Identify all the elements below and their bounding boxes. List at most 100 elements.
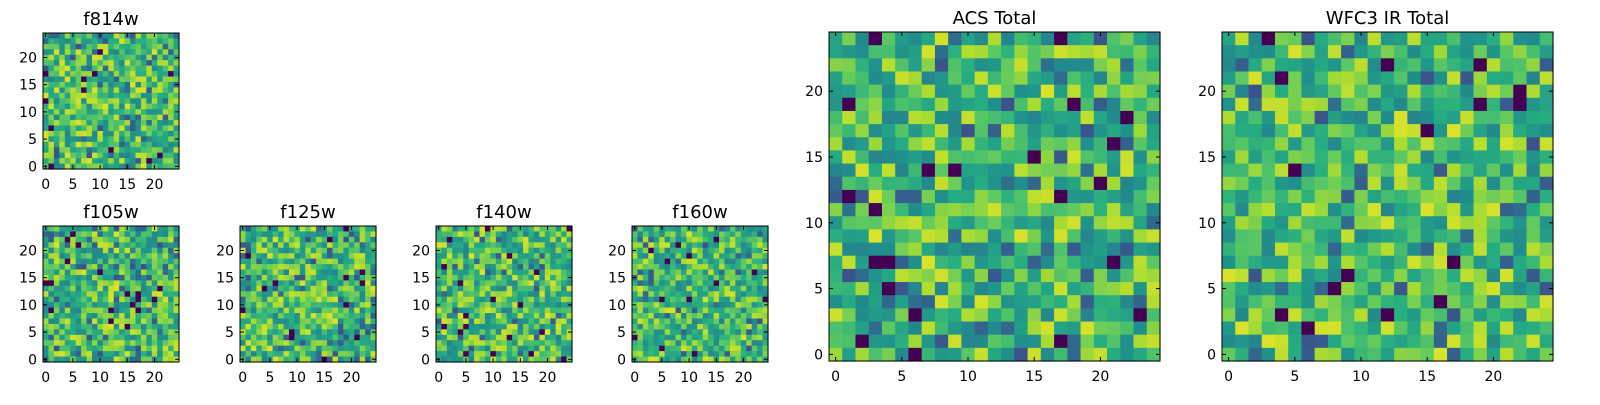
heatmap-cell (1001, 150, 1015, 165)
heatmap-cell (1314, 203, 1329, 217)
heatmap-cell (370, 340, 377, 347)
heatmap-cell (140, 114, 147, 121)
heatmap-cell (1367, 321, 1382, 336)
heatmap-cell (632, 253, 639, 260)
heatmap-cell (948, 216, 962, 230)
heatmap-cell (305, 318, 312, 325)
heatmap-cell (310, 264, 317, 271)
heatmap-cell (1407, 71, 1422, 86)
heatmap-cell (108, 60, 115, 67)
heatmap-cell (550, 291, 557, 298)
heatmap-cell (501, 253, 508, 260)
heatmap-cell (974, 216, 989, 230)
heatmap-cell (719, 226, 726, 233)
heatmap-cell (702, 226, 709, 233)
heatmap-cell (245, 340, 252, 347)
heatmap-cell (135, 38, 142, 45)
heatmap-cell (1014, 229, 1029, 244)
heatmap-cell (157, 43, 164, 50)
heatmap-cell (740, 236, 747, 243)
heatmap-cell (168, 49, 175, 56)
heatmap-cell (140, 258, 147, 265)
heatmap-cell (1394, 242, 1408, 257)
heatmap-cell (501, 329, 508, 336)
heatmap-cell (670, 340, 677, 347)
heatmap-cell (119, 109, 126, 116)
heatmap-cell (135, 307, 142, 314)
heatmap-cell (659, 236, 666, 243)
heatmap-cell (948, 110, 962, 125)
heatmap-cell (245, 356, 252, 363)
heatmap-cell (517, 242, 524, 249)
heatmap-cell (272, 302, 279, 309)
heatmap-cell (746, 242, 753, 249)
heatmap-cell (348, 307, 355, 314)
heatmap-cell (1014, 110, 1029, 125)
heatmap-cell (53, 313, 60, 320)
heatmap-cell (561, 296, 568, 303)
heatmap-cell (1054, 71, 1068, 86)
heatmap-cell (1473, 176, 1488, 191)
heatmap-cell (365, 334, 372, 341)
heatmap-cell (1014, 84, 1029, 99)
heatmap-cell (53, 329, 60, 336)
heatmap-cell (868, 295, 883, 309)
heatmap-cell (1027, 189, 1042, 204)
heatmap-cell (1539, 321, 1554, 336)
heatmap-cell (113, 114, 120, 121)
heatmap-cell (1407, 203, 1422, 217)
heatmap-cell (272, 318, 279, 325)
heatmap-cell (495, 356, 502, 363)
heatmap-cell (113, 356, 120, 363)
panel-title: f814w (83, 9, 138, 30)
heatmap-cell (162, 253, 169, 260)
heatmap-cell (108, 231, 115, 238)
heatmap-cell (495, 318, 502, 325)
heatmap-cell (108, 236, 115, 243)
heatmap-cell (697, 307, 704, 314)
heatmap-cell (1314, 163, 1329, 178)
heatmap-cell (1341, 137, 1355, 152)
heatmap-cell (648, 285, 655, 292)
heatmap-cell (1288, 137, 1303, 152)
heatmap-cell (757, 296, 764, 303)
heatmap-cell (332, 334, 339, 341)
heatmap-cell (474, 329, 481, 336)
heatmap-cell (555, 258, 562, 265)
heatmap-cell (108, 43, 115, 50)
heatmap-cell (479, 258, 486, 265)
heatmap-cell (539, 345, 546, 352)
heatmap-cell (108, 318, 115, 325)
heatmap-cell (506, 313, 513, 320)
heatmap-cell (495, 345, 502, 352)
heatmap-cell (495, 285, 502, 292)
heatmap-cell (533, 226, 540, 233)
heatmap-cell (75, 114, 82, 121)
heatmap-cell (1460, 163, 1475, 178)
heatmap-cell (740, 340, 747, 347)
heatmap-cell (283, 313, 290, 320)
heatmap-cell (523, 302, 530, 309)
heatmap-cell (1248, 45, 1263, 59)
heatmap-cell (151, 291, 158, 298)
heatmap-cell (140, 356, 147, 363)
heatmap-cell (140, 236, 147, 243)
heatmap-cell (735, 296, 742, 303)
heatmap-cell (829, 124, 843, 138)
y-tick-label: 15 (608, 271, 626, 287)
heatmap-cell (1288, 32, 1303, 46)
heatmap-cell (370, 258, 377, 265)
heatmap-cell (102, 280, 109, 287)
heatmap-cell (1093, 229, 1108, 244)
heatmap-cell (151, 147, 158, 154)
heatmap-cell (310, 274, 317, 281)
heatmap-cell (642, 291, 649, 298)
heatmap-cell (452, 253, 459, 260)
heatmap-cell (1473, 84, 1488, 99)
heatmap-cell (751, 345, 758, 352)
heatmap-cell (659, 247, 666, 254)
heatmap-cell (157, 318, 164, 325)
heatmap-cell (637, 334, 644, 341)
heatmap-cell (659, 323, 666, 330)
heatmap-cell (86, 92, 93, 99)
